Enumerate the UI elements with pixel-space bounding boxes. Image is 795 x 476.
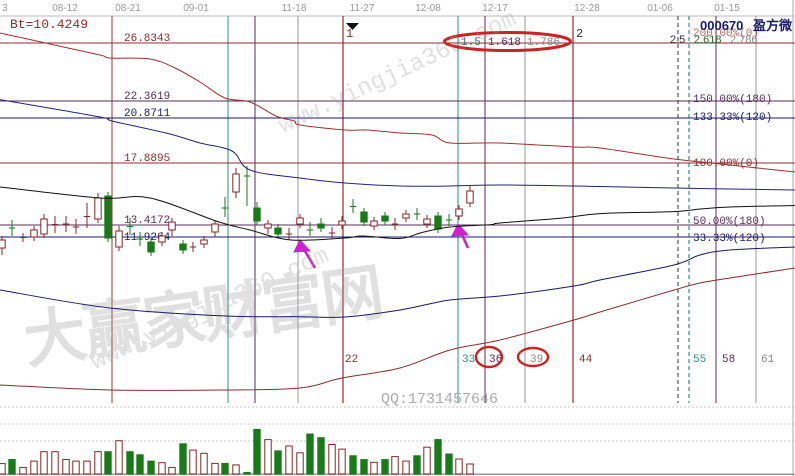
svg-text:3: 3 [2,3,8,14]
svg-text:11-18: 11-18 [282,3,307,14]
svg-text:55: 55 [693,354,706,366]
svg-text:11-27: 11-27 [350,3,375,14]
svg-text:50.00%(180): 50.00%(180) [693,216,766,228]
svg-text:QQ:1731457646: QQ:1731457646 [381,391,498,408]
svg-text:12-08: 12-08 [415,3,441,14]
svg-text:Bt=10.4249: Bt=10.4249 [10,17,88,32]
svg-text:100.00%(0): 100.00%(0) [693,158,759,170]
svg-text:22.3619: 22.3619 [124,91,170,103]
svg-text:000670: 000670 [700,18,743,33]
svg-text:58: 58 [722,354,735,366]
svg-text:12-28: 12-28 [574,3,600,14]
svg-text:20.8711: 20.8711 [124,108,171,120]
svg-text:01-06: 01-06 [647,3,673,14]
svg-text:133.33%(120): 133.33%(120) [693,112,772,124]
svg-text:01-15: 01-15 [714,3,740,14]
svg-text:2.618: 2.618 [694,34,722,46]
svg-text:08-21: 08-21 [115,3,141,14]
svg-text:1.786: 1.786 [527,37,560,49]
svg-text:盈方微: 盈方微 [752,18,793,33]
svg-text:08-12: 08-12 [52,3,78,14]
svg-text:13.4172: 13.4172 [124,215,170,227]
svg-text:09-01: 09-01 [183,3,209,14]
svg-text:33: 33 [462,354,475,366]
svg-text:44: 44 [579,354,593,366]
svg-text:2.786: 2.786 [730,34,758,46]
svg-text:33.33%(120): 33.33%(120) [693,233,766,245]
svg-text:26.8343: 26.8343 [124,33,170,45]
svg-text:2.5: 2.5 [670,34,685,46]
svg-text:61: 61 [761,354,775,366]
svg-text:150.00%(180): 150.00%(180) [693,94,772,106]
svg-text:17.8895: 17.8895 [124,153,170,165]
svg-text:22: 22 [345,354,358,366]
svg-text:2: 2 [576,27,583,41]
